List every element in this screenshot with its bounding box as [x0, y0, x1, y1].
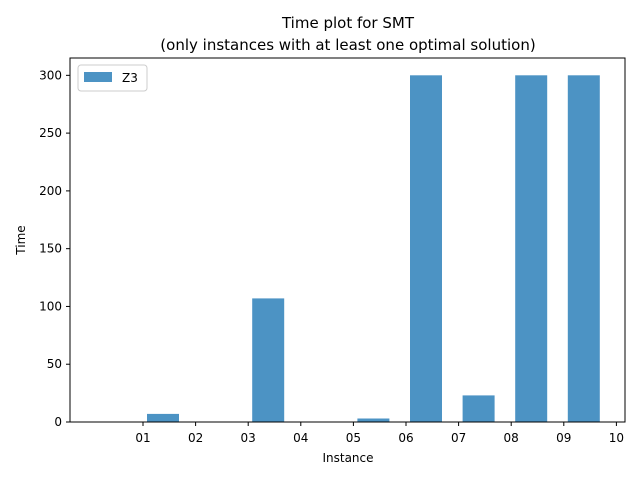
legend-swatch [84, 72, 112, 82]
bars-group [147, 75, 600, 423]
x-tick-label: 09 [556, 431, 571, 445]
x-axis-ticks: 01 02 03 04 05 06 07 08 09 10 [135, 422, 624, 445]
bar-06 [410, 75, 442, 423]
legend-box [77, 64, 148, 92]
y-tick-label: 200 [39, 184, 62, 198]
bar-07 [462, 395, 495, 422]
y-tick-label: 100 [39, 299, 62, 313]
bar-09 [567, 75, 600, 423]
bar-01 [147, 413, 179, 422]
x-tick-label: 10 [609, 431, 624, 445]
chart-title: Time plot for SMT [281, 14, 415, 32]
y-tick-label: 0 [54, 415, 62, 429]
legend-label: Z3 [122, 71, 138, 85]
legend: Z3 [77, 64, 148, 92]
x-tick-label: 08 [504, 431, 519, 445]
y-axis-label: Time [14, 225, 28, 255]
y-tick-label: 50 [47, 357, 62, 371]
y-tick-label: 250 [39, 126, 62, 140]
plot-frame [69, 57, 626, 423]
x-axis-label: Instance [322, 451, 373, 465]
y-axis-ticks: 0 50 100 150 200 250 300 [39, 68, 70, 429]
bar-08 [515, 75, 548, 423]
x-tick-label: 06 [398, 431, 413, 445]
x-tick-label: 03 [241, 431, 256, 445]
y-tick-label: 150 [39, 242, 62, 256]
x-tick-label: 01 [135, 431, 150, 445]
bar-05 [357, 418, 390, 422]
bar-03 [252, 298, 285, 422]
x-tick-label: 04 [293, 431, 308, 445]
x-tick-label: 07 [451, 431, 466, 445]
chart-subtitle: (only instances with at least one optima… [160, 36, 535, 54]
x-tick-label: 05 [346, 431, 361, 445]
x-tick-label: 02 [188, 431, 203, 445]
y-tick-label: 300 [39, 68, 62, 82]
